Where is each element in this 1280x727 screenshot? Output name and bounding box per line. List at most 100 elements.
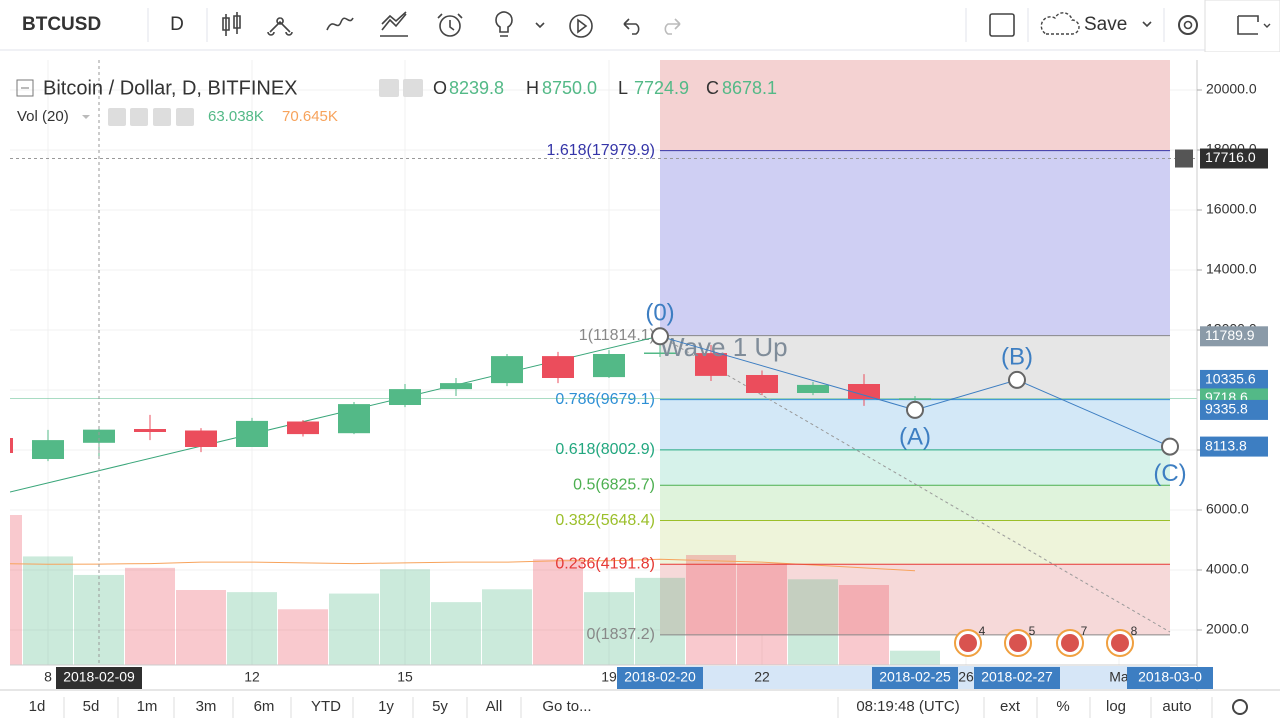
ohlc-key: H [526, 78, 539, 98]
interval[interactable]: D [170, 14, 184, 35]
cloud-icon[interactable] [1040, 12, 1080, 35]
y-tick-label: 6000.0 [1206, 501, 1249, 517]
scale-option[interactable]: log [1106, 698, 1126, 715]
price-label-bg [1200, 399, 1268, 420]
volume-bar [890, 650, 940, 665]
event-flag-inner [1009, 634, 1027, 652]
ohlc-legend: O 8239.8 H 8750.0 L 7724.9 C 8678.1 [433, 78, 777, 98]
volume-bar [227, 592, 277, 665]
settings-button[interactable] [1232, 699, 1248, 715]
wave-line [659, 335, 1171, 448]
volume-bar [737, 563, 787, 665]
volume-bar [125, 567, 175, 665]
scale-option[interactable]: ext [1000, 698, 1021, 715]
candle-body [797, 384, 829, 393]
volume-bar [482, 589, 532, 665]
symbol[interactable]: BTCUSD [22, 14, 101, 35]
ohlc-key: L [618, 78, 628, 98]
fib-label: 0.618(8002.9) [555, 441, 655, 458]
range-button[interactable]: 3m [196, 698, 217, 715]
event-count: 5 [1029, 624, 1036, 638]
price-label: 10335.6 [1205, 371, 1256, 387]
collapse-icon[interactable] [16, 79, 34, 97]
volume-bar [839, 585, 889, 665]
volume-bar [23, 556, 73, 665]
range-button[interactable]: 5d [83, 698, 100, 715]
candle-body [593, 353, 625, 378]
x-tick-label: 15 [397, 669, 413, 685]
range-button[interactable]: All [486, 698, 503, 715]
range-button[interactable]: 1d [29, 698, 46, 715]
settings-button[interactable] [1178, 15, 1198, 35]
candle-body [83, 429, 115, 443]
y-tick-label: 16000.0 [1206, 201, 1257, 217]
annotation: Wave 1 Up [660, 332, 788, 362]
volume-bar [380, 569, 430, 665]
fib-zone [660, 564, 1170, 635]
layout-button[interactable] [989, 13, 1015, 37]
wave-label: (0) [645, 300, 674, 327]
candle-body [899, 398, 931, 400]
wave-label: (A) [899, 423, 931, 450]
fib-zone [660, 485, 1170, 521]
ohlc-value: 8750.0 [542, 78, 597, 98]
price-label: 11789.9 [1205, 327, 1255, 343]
range-button[interactable]: 6m [254, 698, 275, 715]
series-title: Bitcoin / Dollar, D, BITFINEX [43, 77, 298, 99]
volume-bar [584, 592, 634, 665]
volume-ma-value: 70.645K [282, 108, 338, 125]
x-tick-label: 8 [44, 669, 52, 685]
x-marker-label: 2018-02-25 [879, 669, 951, 685]
fib-label: 0.5(6825.7) [573, 476, 655, 493]
fib-label: 0.236(4191.8) [555, 555, 655, 572]
volume-bar [329, 593, 379, 665]
wave-point [651, 327, 669, 346]
candle-body [644, 352, 676, 354]
footer-controls: 1d 5d 1m 3m 6m YTD 1y 5y All Go to... 08:19:48 (UT… [29, 697, 1248, 718]
fib-label: 0.382(5648.4) [555, 512, 655, 529]
price-label-bg [1200, 369, 1268, 390]
wave-label: (B) [1001, 343, 1033, 370]
price-label-bg [1200, 436, 1268, 457]
candle-body [389, 389, 421, 405]
fib-label: 0(1837.2) [587, 626, 656, 643]
plot: 1.618(17979.9) 1(11814.1) 0.786(9679.1) 0.6… [10, 60, 1197, 665]
volume-bar [788, 579, 838, 665]
volume-bar [686, 555, 736, 665]
fib-label: 1(11814.1) [579, 327, 655, 344]
ohlc-value: 7724.9 [634, 78, 689, 98]
volume-bar [533, 559, 583, 665]
x-marker-bg [872, 667, 958, 689]
range-button[interactable]: YTD [311, 698, 341, 715]
candle-body [338, 404, 370, 434]
scale-option[interactable]: % [1056, 698, 1069, 715]
candle-body [491, 356, 523, 384]
range-button[interactable]: 1m [137, 698, 158, 715]
volume-bar [10, 515, 22, 665]
event-flag-inner [1111, 634, 1129, 652]
candle-body [848, 383, 880, 399]
x-marker-bg [1127, 667, 1213, 689]
toolbar-icons[interactable] [222, 11, 681, 38]
scale-option[interactable]: auto [1162, 698, 1191, 715]
legend-buttons[interactable] [108, 79, 423, 126]
save-button[interactable]: Save [1084, 14, 1127, 35]
event-flag-inner [1061, 634, 1079, 652]
fib-label: 1.618(17979.9) [546, 142, 655, 159]
x-marker-bg [56, 667, 142, 689]
x-marker-label: 2018-02-20 [624, 669, 696, 685]
fib-zone [660, 150, 1170, 336]
x-tick-label: 22 [754, 669, 770, 685]
y-tick-label: 2000.0 [1206, 621, 1249, 637]
x-tick-label: Ma [1109, 669, 1129, 685]
fib-zone-top [660, 60, 1170, 151]
range-button[interactable]: 5y [432, 698, 448, 715]
range-button[interactable]: 1y [378, 698, 394, 715]
axes: 2000.04000.06000.08000.010000.012000.014… [10, 52, 1280, 690]
price-label: 8113.8 [1205, 437, 1247, 453]
crosshair-plus[interactable] [1175, 149, 1193, 168]
goto-button[interactable]: Go to... [542, 698, 591, 715]
x-marker-label: 2018-03-0 [1138, 669, 1202, 685]
volume-ma-line [10, 558, 916, 572]
volume-title: Vol (20) [17, 108, 69, 125]
